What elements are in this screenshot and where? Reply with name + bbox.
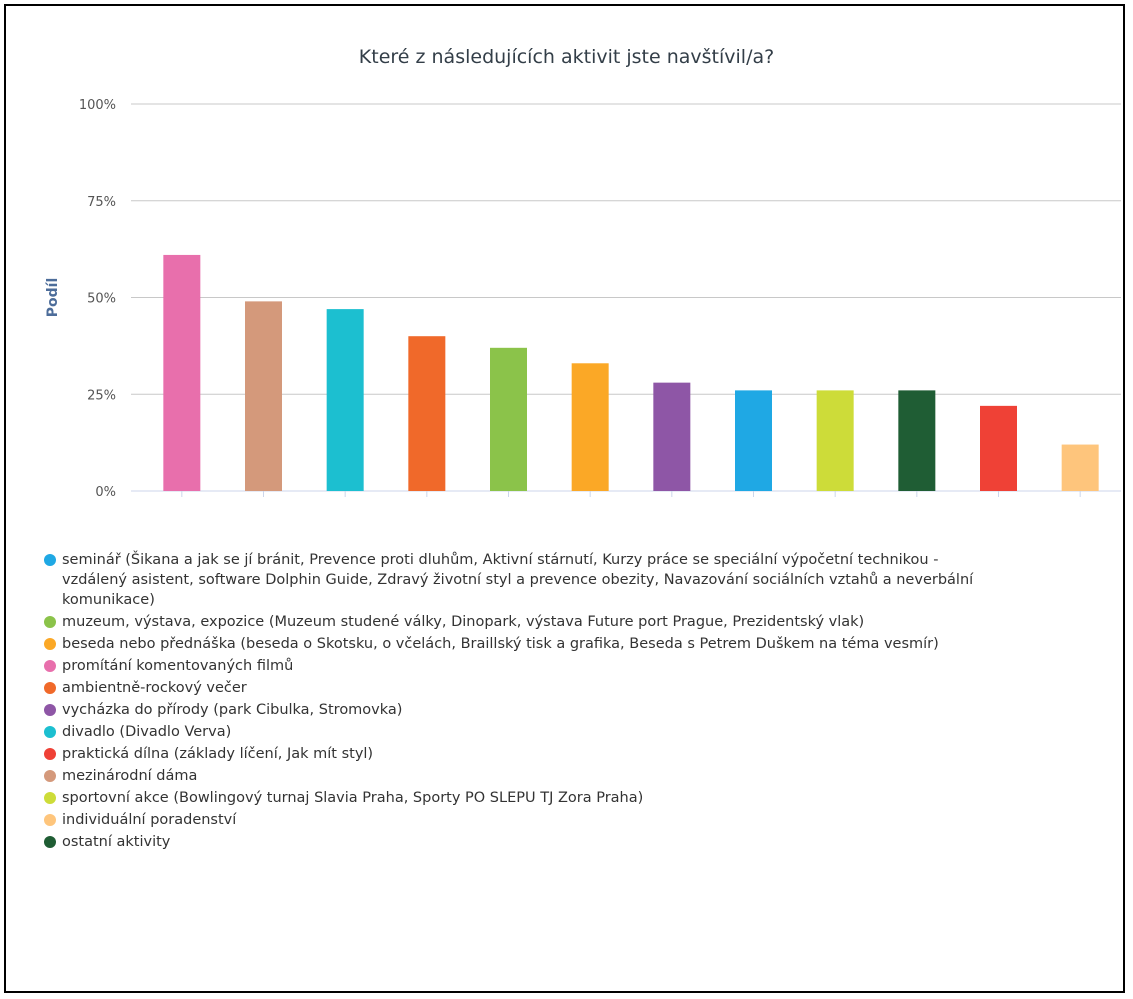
legend-marker [44,638,56,650]
legend-item[interactable]: individuální poradenství [44,810,1004,830]
y-tick-label: 75% [87,195,116,210]
bar-chart: 0% 25% 50% 75% 100% Podíl [45,98,1121,500]
legend-label: ostatní aktivity [62,834,171,850]
legend-marker [44,660,56,672]
legend-marker [44,814,56,826]
legend-item[interactable]: promítání komentovaných filmů [44,656,1004,676]
bar [571,363,609,491]
bar [816,390,854,491]
legend-label: promítání komentovaných filmů [62,658,294,674]
chart-frame: Které z následujících aktivit jste navšt… [4,4,1125,993]
chart-legend: seminář (Šikana a jak se jí bránit, Prev… [44,550,1004,854]
legend-item[interactable]: mezinárodní dáma [44,766,1004,786]
y-axis-title: Podíl [45,278,61,318]
legend-marker [44,726,56,738]
legend-item[interactable]: vycházka do přírody (park Cibulka, Strom… [44,700,1004,720]
legend-label: divadlo (Divadlo Verva) [62,724,232,740]
legend-label: muzeum, výstava, expozice (Muzeum studen… [62,614,865,630]
legend-item[interactable]: ambientně-rockový večer [44,678,1004,698]
legend-label: vycházka do přírody (park Cibulka, Strom… [62,702,403,718]
bar [326,309,364,491]
legend-label: praktická dílna (základy líčení, Jak mít… [62,746,374,762]
bar [490,347,527,491]
legend-label: individuální poradenství [62,812,237,828]
y-tick-label: 100% [79,98,116,113]
y-tick-label: 50% [87,292,116,307]
bar [735,390,772,491]
bar [980,405,1017,491]
legend-marker [44,704,56,716]
y-tick-label: 25% [87,388,116,403]
legend-marker [44,616,56,628]
legend-item[interactable]: ostatní aktivity [44,832,1004,852]
legend-marker [44,792,56,804]
bar [1061,444,1099,491]
legend-item[interactable]: muzeum, výstava, expozice (Muzeum studen… [44,612,1004,632]
legend-item[interactable]: seminář (Šikana a jak se jí bránit, Prev… [44,550,1004,610]
bar [163,254,201,491]
bar [408,336,446,491]
legend-marker [44,554,56,566]
chart-title: Které z následujících aktivit jste navšt… [358,46,775,68]
legend-marker [44,770,56,782]
bar [898,390,936,491]
bar [245,301,282,491]
legend-item[interactable]: sportovní akce (Bowlingový turnaj Slavia… [44,788,1004,808]
legend-label: sportovní akce (Bowlingový turnaj Slavia… [62,790,644,806]
legend-item[interactable]: divadlo (Divadlo Verva) [44,722,1004,742]
legend-label: mezinárodní dáma [62,768,198,784]
legend-marker [44,682,56,694]
bar [653,382,691,491]
legend-label: seminář (Šikana a jak se jí bránit, Prev… [62,552,974,608]
legend-marker [44,748,56,760]
y-tick-label: 0% [95,485,116,500]
legend-item[interactable]: praktická dílna (základy líčení, Jak mít… [44,744,1004,764]
legend-item[interactable]: beseda nebo přednáška (beseda o Skotsku,… [44,634,1004,654]
legend-label: ambientně-rockový večer [62,680,247,696]
legend-label: beseda nebo přednáška (beseda o Skotsku,… [62,636,939,652]
legend-marker [44,836,56,848]
